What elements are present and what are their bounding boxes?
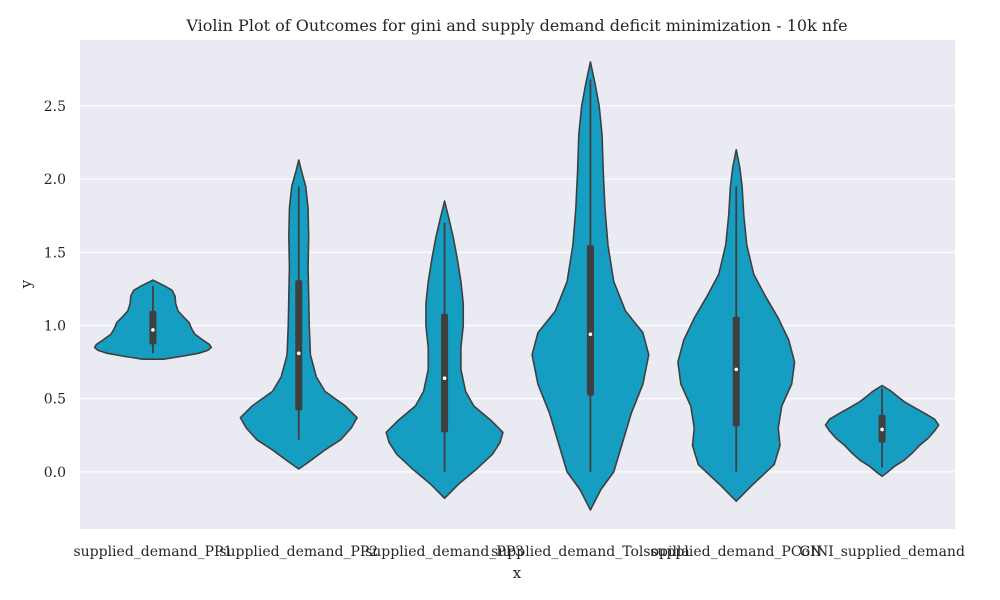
violin-median-dot [296,351,301,356]
x-tick-label: supplied_demand_Tolsopilla [491,544,690,560]
violin-median-dot [880,427,884,432]
x-axis-label: x [513,564,522,582]
violin-supplied_demand_PP2 [239,159,358,470]
x-tick-labels: supplied_demand_PP1supplied_demand_PP2su… [73,544,964,560]
y-tick-labels: 0.0 0.5 1.0 1.5 2.0 2.5 [44,99,66,481]
violin-supplied_demand_Tolsopilla [531,61,650,511]
violin-iqr-box [586,244,594,396]
y-tick-label: 2.5 [44,99,66,115]
violin-iqr-box [441,313,449,433]
violin-median-dot [442,376,447,381]
y-tick-label: 2.0 [44,172,66,188]
y-tick-label: 0.0 [44,465,66,481]
violin-supplied_demand_PP1 [93,279,213,360]
violin-GINI_supplied_demand [824,384,940,478]
violin-median-dot [734,367,739,372]
violin-iqr-box [149,310,157,345]
plot-area [80,40,955,529]
chart-title: Violin Plot of Outcomes for gini and sup… [185,16,847,35]
y-tick-label: 1.5 [44,245,66,261]
violin-supplied_demand_PP3 [385,200,504,500]
y-tick-label: 0.5 [44,392,66,408]
violin-iqr-box [295,280,303,411]
violin-supplied_demand_PCoN [677,149,796,502]
violin-iqr-box [732,316,740,427]
x-tick-label: supplied_demand_PCoN [650,544,822,560]
violin-median-dot [588,332,593,337]
grid-lines [80,105,955,473]
x-tick-label: supplied_demand_PP3 [365,544,524,560]
violins [93,61,940,511]
x-tick-label: supplied_demand_PP2 [219,544,378,560]
x-tick-label: supplied_demand_PP1 [73,544,232,560]
y-axis-label: y [17,279,35,289]
x-tick-label: GINI_supplied_demand [799,544,965,560]
y-tick-label: 1.0 [44,318,66,334]
violin-median-dot [151,328,155,332]
